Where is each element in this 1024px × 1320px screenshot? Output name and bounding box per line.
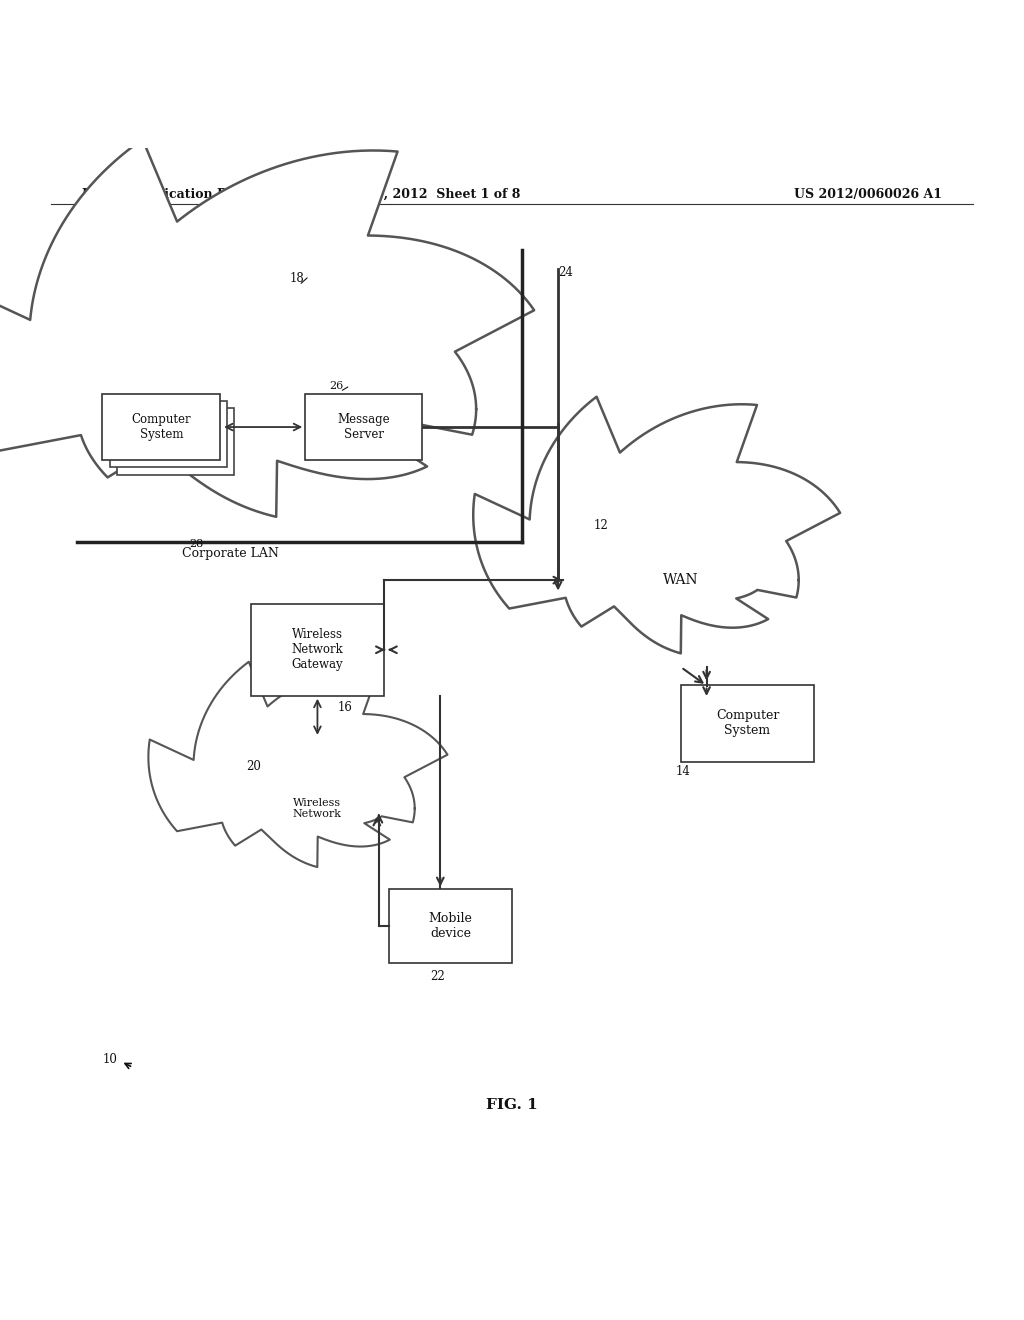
Text: 28: 28 — [189, 539, 204, 549]
FancyBboxPatch shape — [110, 401, 227, 467]
Text: 24: 24 — [558, 265, 573, 279]
Polygon shape — [0, 140, 535, 517]
Text: Patent Application Publication: Patent Application Publication — [82, 187, 297, 201]
FancyBboxPatch shape — [681, 685, 814, 762]
Text: 14: 14 — [676, 766, 691, 779]
Text: 18: 18 — [290, 272, 304, 285]
Text: 20: 20 — [246, 759, 261, 772]
FancyBboxPatch shape — [305, 393, 422, 461]
Text: Corporate LAN: Corporate LAN — [182, 548, 279, 561]
Text: 16: 16 — [338, 701, 353, 714]
Text: Wireless
Network
Gateway: Wireless Network Gateway — [292, 628, 343, 672]
FancyBboxPatch shape — [102, 393, 220, 461]
Text: WAN: WAN — [664, 573, 698, 587]
Polygon shape — [148, 661, 447, 867]
Text: US 2012/0060026 A1: US 2012/0060026 A1 — [794, 187, 942, 201]
Text: Computer
System: Computer System — [131, 413, 191, 441]
Text: 12: 12 — [594, 519, 608, 532]
Text: Message
Server: Message Server — [337, 413, 390, 441]
Text: FIG. 1: FIG. 1 — [486, 1098, 538, 1113]
Text: Wireless
Network: Wireless Network — [293, 797, 342, 820]
FancyBboxPatch shape — [117, 408, 234, 475]
Text: Computer
System: Computer System — [716, 709, 779, 738]
Polygon shape — [473, 397, 840, 653]
Text: Mar. 8, 2012  Sheet 1 of 8: Mar. 8, 2012 Sheet 1 of 8 — [339, 187, 521, 201]
Text: 22: 22 — [430, 970, 444, 983]
Text: 10: 10 — [102, 1053, 118, 1065]
FancyBboxPatch shape — [251, 603, 384, 696]
Text: Mobile
device: Mobile device — [429, 912, 472, 940]
FancyBboxPatch shape — [389, 890, 512, 964]
Text: 26: 26 — [330, 380, 344, 391]
